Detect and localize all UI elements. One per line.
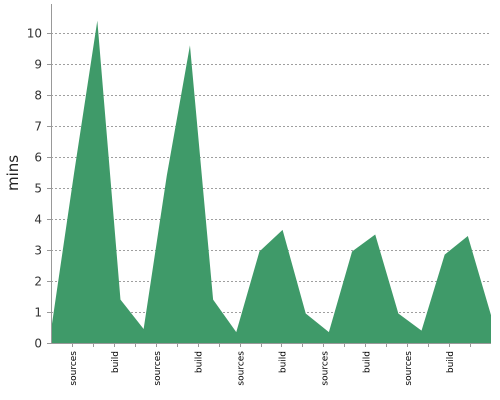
y-tick-label: 4 — [34, 213, 42, 227]
x-tick-label: sources — [237, 351, 247, 386]
x-tick-label: sources — [69, 351, 79, 386]
x-tick-label: build — [111, 351, 121, 373]
y-tick-label: 10 — [27, 27, 42, 41]
x-tick-label: build — [446, 351, 456, 373]
y-tick-label: 7 — [34, 120, 42, 134]
y-tick-label: 8 — [34, 89, 42, 103]
x-tick-label: build — [195, 351, 205, 373]
x-tick-label: sources — [404, 351, 414, 386]
area-series — [51, 20, 491, 343]
x-tick-label: build — [279, 351, 289, 373]
y-tick-label: 6 — [34, 151, 42, 165]
y-tick-label: 1 — [34, 306, 42, 320]
y-tick-label: 9 — [34, 58, 42, 72]
y-tick-label: 3 — [34, 244, 42, 258]
y-tick-label: 0 — [34, 337, 42, 351]
y-axis-label: mins — [4, 155, 22, 191]
y-tick-label: 2 — [34, 275, 42, 289]
x-tick-label: sources — [320, 351, 330, 386]
x-tick-label: sources — [153, 351, 163, 386]
x-tick-label: build — [362, 351, 372, 373]
y-tick-label: 5 — [34, 182, 42, 196]
